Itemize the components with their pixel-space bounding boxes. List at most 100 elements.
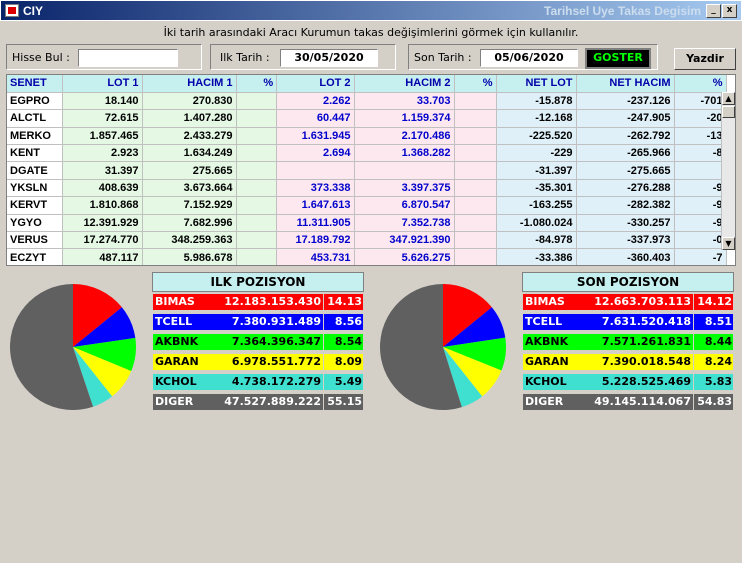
- table-cell: 5.986.678: [142, 248, 237, 265]
- table-cell: 487.117: [62, 248, 143, 265]
- table-cell: [454, 92, 497, 111]
- position-percent: 55.15: [323, 394, 362, 410]
- position-value: 7.571.261.831: [601, 335, 691, 348]
- table-cell: -15.878: [496, 92, 577, 111]
- position-percent: 8.09: [323, 354, 362, 370]
- vertical-scrollbar[interactable]: ▲ ▼: [721, 92, 735, 250]
- table-cell: 1.857.465: [62, 127, 143, 146]
- table-cell: 408.639: [62, 179, 143, 198]
- ilk-pozisyon-title: ILK POZISYON: [152, 272, 364, 292]
- table-cell: [276, 161, 355, 180]
- column-header[interactable]: %: [674, 75, 727, 93]
- table-row[interactable]: KENT 2.923 1.634.249 2.694 1.368.282 -229 -265…: [7, 144, 727, 163]
- position-name: TCELL: [155, 315, 193, 328]
- yazdir-button[interactable]: Yazdir: [674, 48, 736, 70]
- son-pozisyon-title: SON POZISYON: [522, 272, 734, 292]
- table-cell: 1.631.945: [276, 127, 355, 146]
- table-cell: -33.386: [496, 248, 577, 265]
- table-cell: 347.921.390: [354, 231, 455, 250]
- hisse-group: [6, 44, 202, 70]
- position-name: GARAN: [155, 355, 199, 368]
- column-header[interactable]: %: [454, 75, 497, 93]
- table-row[interactable]: YGYO 12.391.929 7.682.996 11.311.905 7.352.7…: [7, 214, 727, 233]
- position-row: KCHOL 5.228.525.469 5.83: [522, 373, 734, 391]
- table-cell: 1.159.374: [354, 109, 455, 128]
- table-cell: [236, 231, 278, 250]
- table-row[interactable]: KERVT 1.810.868 7.152.929 1.647.613 6.870.54…: [7, 196, 727, 215]
- column-header[interactable]: NET LOT: [496, 75, 577, 93]
- table-row[interactable]: EGPRO 18.140 270.830 2.262 33.703 -15.878 -237…: [7, 92, 727, 111]
- table-cell: [236, 109, 278, 128]
- table-cell: 2.433.279: [142, 127, 237, 146]
- table-cell: [236, 127, 278, 146]
- ilk-tarih-field[interactable]: 30/05/2020: [280, 49, 378, 67]
- takas-table[interactable]: SENET LOT 1 HACIM 1% LOT 2 HACIM 2% NET LOT NE…: [6, 74, 736, 266]
- table-row[interactable]: ECZYT 487.117 5.986.678 453.731 5.626.275 -33…: [7, 248, 727, 265]
- son-pozisyon-pie-chart: [380, 284, 506, 410]
- position-percent: 5.49: [323, 374, 362, 390]
- table-cell: [454, 109, 497, 128]
- table-row[interactable]: VERUS 17.274.770 348.259.363 17.189.792 347.…: [7, 231, 727, 250]
- table-row[interactable]: MERKO 1.857.465 2.433.279 1.631.945 2.170.48…: [7, 127, 727, 146]
- app-icon: [5, 4, 19, 17]
- table-cell: -13: [674, 127, 727, 146]
- table-cell: -7: [674, 248, 727, 265]
- column-header[interactable]: HACIM 1: [142, 75, 237, 93]
- position-row: TCELL 7.631.520.418 8.51: [522, 313, 734, 331]
- pie-slice-kchol: [443, 347, 483, 408]
- minimize-button[interactable]: _: [706, 4, 721, 18]
- position-name: BIMAS: [155, 295, 195, 308]
- ilk-tarih-label: Ilk Tarih :: [220, 51, 270, 64]
- column-header[interactable]: %: [236, 75, 278, 93]
- hisse-search-input[interactable]: [78, 49, 178, 67]
- column-header[interactable]: HACIM 2: [354, 75, 455, 93]
- table-cell: ECZYT: [7, 248, 63, 265]
- column-header[interactable]: LOT 2: [276, 75, 355, 93]
- column-header[interactable]: SENET: [7, 75, 63, 93]
- table-cell: [454, 161, 497, 180]
- table-row[interactable]: ALCTL 72.615 1.407.280 60.447 1.159.374 -12.1…: [7, 109, 727, 128]
- table-cell: 275.665: [142, 161, 237, 180]
- position-name: BIMAS: [525, 295, 565, 308]
- column-header[interactable]: NET HACIM: [576, 75, 675, 93]
- scroll-up-arrow-icon[interactable]: ▲: [722, 92, 735, 105]
- position-value: 5.228.525.469: [601, 375, 691, 388]
- position-row: GARAN 6.978.551.772 8.09: [152, 353, 364, 371]
- table-cell: [236, 144, 278, 163]
- table-cell: [454, 248, 497, 265]
- pie-slice-tcell: [73, 307, 136, 347]
- title-bar[interactable]: CIY Tarihsel Uye Takas Degisim _ x: [0, 0, 742, 21]
- position-value: 12.183.153.430: [224, 295, 321, 308]
- pie-slice-kchol: [73, 347, 113, 407]
- scroll-down-arrow-icon[interactable]: ▼: [722, 237, 735, 250]
- position-name: KCHOL: [155, 375, 197, 388]
- table-cell: 1.647.613: [276, 196, 355, 215]
- table-cell: 7.352.738: [354, 214, 455, 233]
- position-row: DIGER 47.527.889.222 55.15: [152, 393, 364, 411]
- close-button[interactable]: x: [722, 4, 737, 18]
- table-row[interactable]: DGATE 31.397 275.665 -31.397 -275.665: [7, 161, 727, 180]
- table-header-row: SENET LOT 1 HACIM 1% LOT 2 HACIM 2% NET LOT NE…: [7, 75, 727, 93]
- column-header[interactable]: LOT 1: [62, 75, 143, 93]
- position-row: AKBNK 7.364.396.347 8.54: [152, 333, 364, 351]
- position-name: AKBNK: [155, 335, 199, 348]
- table-cell: -9: [674, 196, 727, 215]
- table-cell: -1.080.024: [496, 214, 577, 233]
- table-cell: -0: [674, 231, 727, 250]
- table-cell: DGATE: [7, 161, 63, 180]
- table-cell: 3.673.664: [142, 179, 237, 198]
- table-cell: MERKO: [7, 127, 63, 146]
- position-value: 6.978.551.772: [231, 355, 321, 368]
- table-cell: [236, 248, 278, 265]
- position-value: 12.663.703.113: [594, 295, 691, 308]
- goster-button[interactable]: GOSTER: [585, 48, 651, 69]
- table-row[interactable]: YKSLN 408.639 3.673.664 373.338 3.397.375 -35…: [7, 179, 727, 198]
- position-value: 47.527.889.222: [224, 395, 321, 408]
- position-percent: 8.56: [323, 314, 362, 330]
- position-percent: 8.24: [693, 354, 732, 370]
- scroll-thumb[interactable]: [722, 106, 735, 118]
- position-row: BIMAS 12.183.153.430 14.13: [152, 293, 364, 311]
- son-tarih-field[interactable]: 05/06/2020: [480, 49, 578, 67]
- position-name: TCELL: [525, 315, 563, 328]
- table-cell: 1.634.249: [142, 144, 237, 163]
